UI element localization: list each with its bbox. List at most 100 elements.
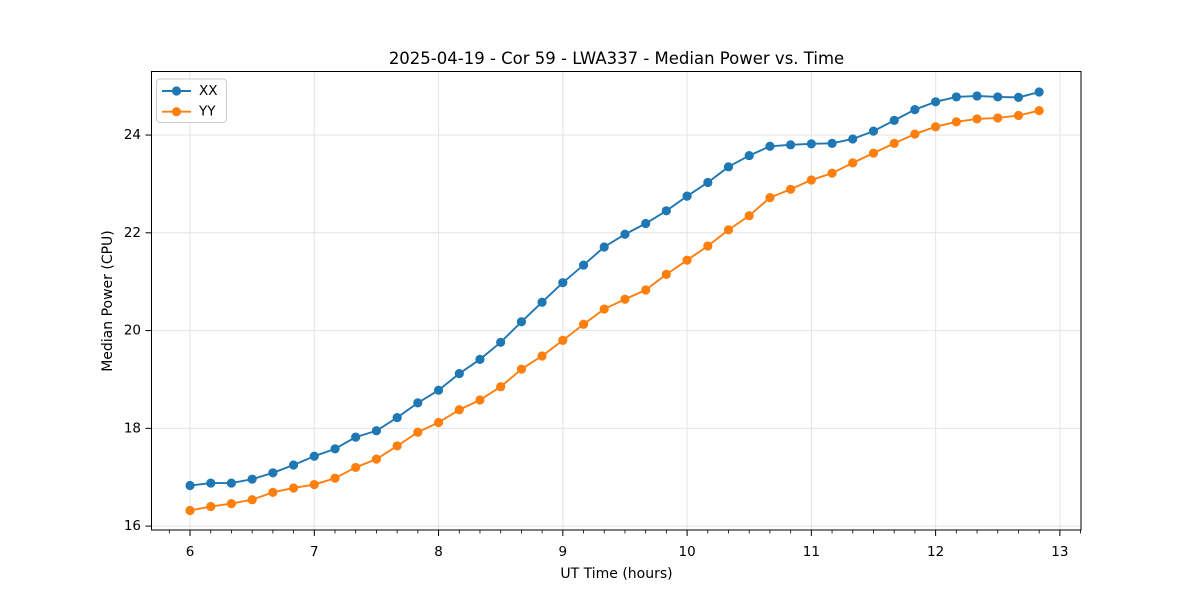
y-tick-label: 20	[124, 323, 141, 339]
series-xx-marker	[868, 126, 879, 136]
series-yy-marker	[682, 255, 692, 265]
y-axis-label: Median Power (CPU)	[100, 230, 116, 372]
x-tick-label: 8	[434, 544, 443, 560]
legend-label-yy: YY	[198, 104, 216, 120]
series-yy-marker	[288, 483, 299, 493]
series-yy-marker	[392, 441, 402, 451]
series-xx-marker	[785, 140, 796, 150]
series-yy-marker	[993, 113, 1003, 123]
series-yy-marker	[599, 304, 609, 314]
series-xx-marker	[1034, 87, 1044, 97]
series-yy-marker	[371, 454, 382, 464]
series-yy-marker	[785, 184, 796, 194]
series-xx-marker	[433, 385, 444, 395]
series-xx-marker	[288, 460, 299, 470]
y-tick-label: 22	[124, 225, 141, 241]
series-yy-marker	[620, 294, 630, 304]
series-yy-marker	[268, 487, 278, 497]
series-xx-marker	[703, 177, 713, 188]
series-xx-marker	[744, 150, 754, 161]
series-xx-marker	[765, 141, 775, 151]
series-xx-marker	[827, 138, 837, 148]
series-yy-marker	[537, 351, 547, 361]
series-yy-marker	[309, 479, 319, 490]
series-yy-line	[189, 109, 1041, 512]
series-yy-marker	[206, 501, 216, 512]
series-xx-marker	[454, 368, 464, 379]
chart-title: 2025-04-19 - Cor 59 - LWA337 - Median Po…	[389, 49, 844, 68]
series-yy-marker	[330, 473, 340, 483]
series-yy-marker	[185, 505, 195, 516]
series-yy-marker	[868, 148, 879, 158]
series-xx-marker	[599, 242, 609, 252]
y-tick-label: 24	[124, 127, 141, 143]
series-xx-marker	[558, 278, 568, 288]
series-xx-marker	[993, 92, 1003, 102]
series-yy-marker	[454, 405, 464, 415]
x-tick-label: 12	[927, 544, 944, 560]
series-yy-marker	[972, 114, 982, 124]
series-yy-marker	[413, 427, 423, 437]
series-xx-marker	[371, 426, 382, 436]
series-xx-marker	[226, 478, 237, 488]
series-yy-marker	[827, 168, 837, 178]
series-xx-marker	[578, 260, 589, 270]
series-yy-marker	[1034, 106, 1044, 116]
series-xx-marker	[206, 478, 216, 488]
series-yy-marker	[578, 319, 589, 329]
series-xx-marker	[1013, 92, 1024, 103]
series-xx-marker	[516, 317, 527, 327]
series-yy-marker	[433, 417, 444, 428]
series-yy-marker	[475, 395, 485, 405]
series-xx-marker	[848, 134, 858, 144]
series-xx-marker	[537, 297, 547, 307]
x-axis-label: UT Time (hours)	[560, 566, 672, 582]
series-xx-marker	[413, 398, 423, 408]
series-xx-marker	[309, 451, 319, 461]
series-xx-marker	[330, 444, 340, 454]
series-xx-marker	[641, 218, 651, 229]
x-tick-label: 10	[678, 544, 695, 560]
series-yy-marker	[910, 129, 920, 139]
x-tick-label: 7	[310, 544, 319, 560]
series-yy-marker	[558, 335, 568, 345]
series-yy-marker	[889, 138, 899, 148]
series-yy-marker	[703, 241, 713, 251]
legend-marker-sample	[171, 86, 182, 96]
series-xx-marker	[723, 162, 734, 172]
series-yy-marker	[247, 495, 257, 505]
series-xx-marker	[951, 92, 961, 102]
series-xx-marker	[268, 468, 278, 478]
legend-marker-sample	[171, 107, 182, 117]
series-yy-marker	[848, 158, 858, 168]
series-xx-marker	[682, 191, 692, 201]
axes-frame	[151, 71, 1082, 531]
y-tick-label: 18	[124, 420, 141, 436]
series-xx-marker	[931, 97, 941, 107]
series-yy-marker	[951, 117, 961, 127]
series-xx-marker	[392, 412, 402, 423]
series-xx-marker	[475, 354, 485, 365]
plot-area: 6 7 8 9 10 11 12 13 16 18 20 22 24 XX YY	[124, 71, 1082, 560]
series-yy-marker	[351, 462, 361, 473]
series-yy-marker	[641, 285, 651, 295]
series-yy-marker	[931, 122, 941, 132]
series-xx-marker	[351, 432, 361, 442]
legend: XX YY	[156, 78, 227, 123]
series-xx-marker	[972, 91, 982, 101]
series-xx-marker	[620, 229, 630, 239]
series-xx-marker	[910, 105, 920, 115]
series-yy-marker	[1013, 110, 1024, 121]
x-tick-label: 9	[559, 544, 568, 560]
y-tick-label: 16	[124, 518, 141, 534]
series-xx-line	[189, 91, 1041, 487]
x-tick-label: 11	[803, 544, 820, 560]
series-yy-marker	[226, 499, 237, 509]
x-tick-label: 6	[186, 544, 195, 560]
series-xx-marker	[806, 139, 816, 149]
x-tick-label: 13	[1051, 544, 1068, 560]
series-yy-marker	[723, 225, 734, 235]
series-yy-marker	[806, 175, 816, 185]
